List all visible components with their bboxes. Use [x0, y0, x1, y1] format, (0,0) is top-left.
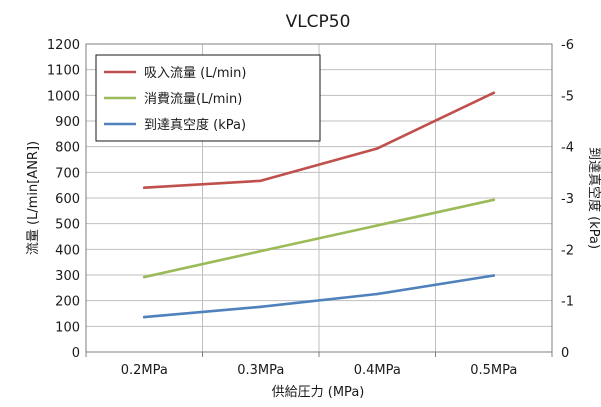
- data-point: [375, 292, 379, 296]
- legend: 吸入流量 (L/min) 消費流量(L/min) 到達真空度 (kPa): [95, 54, 321, 142]
- y2-tick-label: -1: [561, 295, 574, 310]
- data-point: [375, 224, 379, 227]
- y-tick-label: 700: [55, 166, 80, 181]
- y2-tick-label: -6: [561, 38, 574, 53]
- data-point: [259, 179, 263, 183]
- x-axis-title: 供給圧力 (MPa): [272, 385, 365, 400]
- y-tick-label: 500: [55, 218, 80, 233]
- y-tick-label: 600: [55, 192, 80, 207]
- y2-tick-label: -2: [561, 243, 574, 258]
- y-tick-label: 400: [55, 243, 80, 258]
- y-tick-label: 200: [55, 295, 80, 310]
- x-tick-label: 0.3MPa: [237, 363, 284, 378]
- data-point: [142, 186, 146, 190]
- data-point: [259, 249, 263, 253]
- legend-label: 消費流量(L/min): [144, 92, 242, 107]
- x-tick-label: 0.5MPa: [470, 363, 517, 378]
- data-point: [492, 198, 496, 202]
- series-line-1: [142, 91, 496, 190]
- x-tick-label: 0.2MPa: [121, 363, 168, 378]
- data-point: [142, 315, 146, 319]
- chart-title: VLCP50: [286, 12, 351, 32]
- y2-tick-label: 0: [561, 346, 569, 361]
- data-point: [492, 91, 496, 95]
- y-tick-label: 1200: [47, 38, 80, 53]
- data-point: [492, 274, 496, 277]
- data-point: [259, 305, 263, 309]
- y-tick-label: 100: [55, 320, 80, 335]
- y2-tick-label: -3: [561, 192, 574, 207]
- x-tick-label: 0.4MPa: [354, 363, 401, 378]
- y-axis-title: 流量 (L/min[ANR]): [26, 141, 41, 255]
- series-line-3: [142, 274, 496, 319]
- y-tick-label: 1000: [47, 89, 80, 104]
- y-tick-label: 800: [55, 141, 80, 156]
- data-point: [375, 147, 379, 150]
- y-tick-label: 0: [72, 346, 80, 361]
- data-point: [142, 275, 146, 279]
- y2-axis-title: 到達真空度 (kPa): [586, 147, 601, 249]
- y-tick-label: 1100: [47, 64, 80, 79]
- series-line-2: [142, 198, 496, 279]
- axes: 0 100 200 300 400 500 600 700 800 900 1000 1100 1200…: [47, 38, 574, 378]
- y-tick-label: 300: [55, 269, 80, 284]
- legend-label: 吸入流量 (L/min): [144, 66, 246, 81]
- legend-label: 到達真空度 (kPa): [144, 117, 246, 133]
- y2-tick-label: -4: [561, 141, 574, 156]
- series-lines: [142, 91, 496, 319]
- y2-tick-label: -5: [561, 89, 574, 104]
- y-tick-label: 900: [55, 115, 80, 130]
